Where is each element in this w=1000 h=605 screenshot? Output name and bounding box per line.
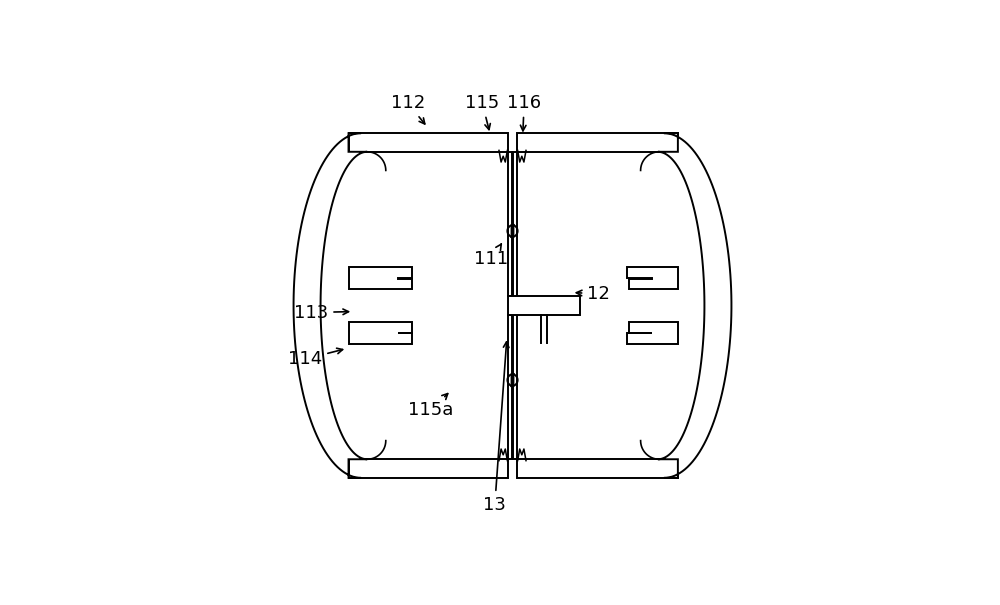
- Polygon shape: [517, 133, 678, 152]
- Polygon shape: [349, 459, 508, 478]
- Polygon shape: [294, 133, 367, 478]
- Text: 114: 114: [288, 348, 343, 368]
- Text: 115: 115: [465, 94, 499, 129]
- Text: 12: 12: [576, 285, 610, 303]
- Text: 113: 113: [294, 304, 349, 321]
- Polygon shape: [349, 267, 412, 289]
- Polygon shape: [508, 296, 580, 315]
- Polygon shape: [658, 133, 731, 478]
- Text: 115a: 115a: [408, 394, 454, 419]
- Text: 13: 13: [483, 342, 509, 514]
- Polygon shape: [349, 133, 508, 152]
- Polygon shape: [627, 322, 678, 344]
- Polygon shape: [513, 152, 517, 459]
- Polygon shape: [517, 459, 678, 478]
- Text: 116: 116: [507, 94, 541, 131]
- Polygon shape: [508, 152, 512, 296]
- Polygon shape: [627, 267, 678, 289]
- Polygon shape: [508, 315, 512, 459]
- Text: 112: 112: [391, 94, 425, 124]
- Text: 111: 111: [474, 244, 509, 268]
- Polygon shape: [349, 322, 412, 344]
